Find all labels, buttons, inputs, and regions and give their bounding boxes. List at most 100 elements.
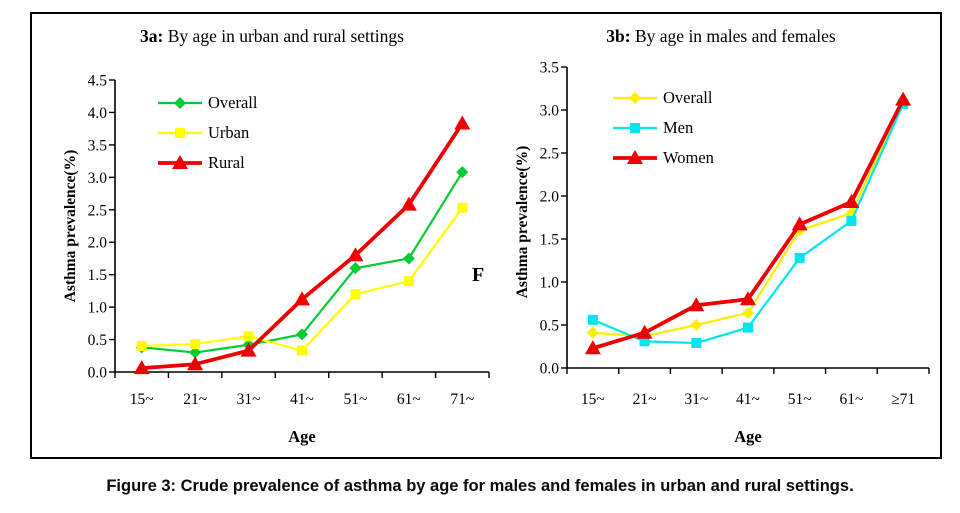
x-tick-label: 15~ xyxy=(581,391,605,408)
chart-3a-title-prefix: 3a: xyxy=(140,26,164,46)
legend-item-rural: Rural xyxy=(157,152,257,174)
square-marker xyxy=(587,314,598,325)
figure-caption-body: Crude prevalence of asthma by age for ma… xyxy=(176,477,854,495)
chart-3a-title: 3a: By age in urban and rural settings xyxy=(32,26,512,50)
square-marker xyxy=(243,331,254,342)
x-tick-label: 21~ xyxy=(183,391,207,408)
legend-label: Urban xyxy=(208,123,250,142)
diamond-marker xyxy=(402,252,415,265)
triangle-marker xyxy=(895,91,912,106)
triangle-marker xyxy=(739,291,756,306)
y-tick-label: 2.0 xyxy=(88,235,108,252)
triangle-marker xyxy=(400,196,417,211)
legend-swatch-diamond-icon xyxy=(613,92,657,104)
square-marker xyxy=(175,128,185,138)
chart-3b-title: 3b: By age in males and females xyxy=(502,26,940,50)
y-tick-label: 2.5 xyxy=(540,146,560,163)
triangle-marker xyxy=(187,356,204,371)
diamond-marker xyxy=(296,328,309,341)
square-marker xyxy=(297,345,308,356)
chart-3b-legend: Overall Men Women xyxy=(612,87,714,177)
legend-swatch-triangle-icon xyxy=(158,155,202,169)
diamond-marker xyxy=(174,97,186,109)
legend-item-men: Men xyxy=(612,117,714,139)
square-marker xyxy=(136,341,147,352)
y-tick-label: 0.0 xyxy=(88,365,108,382)
y-tick-label: 0.5 xyxy=(540,318,560,335)
square-marker xyxy=(742,322,753,333)
chart-3b-y-axis-label: Asthma prevalence(%) xyxy=(514,145,531,299)
triangle-marker xyxy=(584,340,601,355)
x-tick-label: 31~ xyxy=(237,391,261,408)
legend-item-women: Women xyxy=(612,147,714,169)
y-tick-label: 3.0 xyxy=(88,170,108,187)
y-tick-label: 1.0 xyxy=(88,300,108,317)
diamond-marker xyxy=(456,166,469,179)
square-marker xyxy=(190,339,201,350)
square-marker xyxy=(350,289,361,300)
figure-caption: Figure 3: Crude prevalence of asthma by … xyxy=(0,477,960,496)
legend-label: Women xyxy=(663,148,714,167)
square-marker xyxy=(630,123,640,133)
legend-label: Rural xyxy=(208,153,245,172)
chart-3a-x-axis-label: Age xyxy=(288,427,316,446)
triangle-marker xyxy=(347,247,364,262)
square-marker xyxy=(794,252,805,263)
legend-item-urban: Urban xyxy=(157,122,257,144)
diamond-marker xyxy=(690,319,703,331)
x-tick-label: 51~ xyxy=(343,391,367,408)
triangle-marker xyxy=(636,324,653,339)
chart-3b-plot: 3.5 3.0 2.5 2.0 1.5 1.0 0.5 0.0 15~ 21~ 31~ 41~ 51~ 6… xyxy=(540,60,930,408)
diamond-marker xyxy=(629,92,641,104)
triangle-marker xyxy=(133,360,150,375)
chart-3a-title-text: By age in urban and rural settings xyxy=(163,26,404,46)
y-tick-label: 1.0 xyxy=(540,275,560,292)
chart-3a-plot: 4.5 4.0 3.5 3.0 2.5 2.0 1.5 1.0 0.5 0.0 15~ 21~ 31~ 4… xyxy=(88,73,490,408)
chart-3b-title-prefix: 3b: xyxy=(606,26,631,46)
y-tick-label: 4.5 xyxy=(88,73,108,90)
legend-label: Men xyxy=(663,118,694,137)
x-tick-label: 41~ xyxy=(290,391,314,408)
figure-border: 3a: By age in urban and rural settings 3… xyxy=(30,12,942,459)
y-tick-label: 3.0 xyxy=(540,103,560,120)
x-tick-label: 51~ xyxy=(788,391,812,408)
triangle-marker xyxy=(294,291,311,306)
chart-3b-title-text: By age in males and females xyxy=(630,26,836,46)
square-marker xyxy=(457,202,468,213)
triangle-marker xyxy=(791,216,808,231)
x-tick-label: 21~ xyxy=(633,391,657,408)
legend-swatch-triangle-icon xyxy=(613,150,657,164)
y-tick-label: 1.5 xyxy=(540,232,560,249)
legend-label: Overall xyxy=(663,88,713,107)
x-tick-label: 71~ xyxy=(450,391,474,408)
y-tick-label: 2.5 xyxy=(88,202,108,219)
diamond-marker xyxy=(586,326,599,339)
triangle-marker xyxy=(240,342,257,357)
y-tick-label: 3.5 xyxy=(540,60,560,77)
figure-caption-prefix: Figure 3: xyxy=(106,477,177,495)
clipped-text-fragment: F xyxy=(472,264,485,286)
triangle-marker xyxy=(688,297,705,312)
diamond-marker xyxy=(349,262,362,275)
triangle-marker xyxy=(843,194,860,209)
x-tick-label: 41~ xyxy=(736,391,760,408)
legend-item-overall: Overall xyxy=(612,87,714,109)
legend-swatch-square-icon xyxy=(613,123,657,133)
chart-3b-x-axis-label: Age xyxy=(734,427,762,446)
triangle-marker xyxy=(454,115,471,130)
chart-3a-legend: Overall Urban Rural xyxy=(157,92,257,182)
legend-label: Overall xyxy=(208,93,258,112)
diamond-marker xyxy=(741,306,754,319)
y-tick-label: 2.0 xyxy=(540,189,560,206)
triangle-marker xyxy=(627,150,643,164)
y-tick-label: 1.5 xyxy=(88,267,108,284)
x-tick-label: 31~ xyxy=(684,391,708,408)
square-marker xyxy=(691,338,702,349)
y-tick-label: 0.5 xyxy=(88,332,108,349)
legend-swatch-square-icon xyxy=(158,128,202,138)
diamond-marker xyxy=(189,346,202,359)
square-marker xyxy=(846,215,857,226)
legend-item-overall: Overall xyxy=(157,92,257,114)
chart-3a-y-axis-label: Asthma prevalence(%) xyxy=(62,149,79,303)
